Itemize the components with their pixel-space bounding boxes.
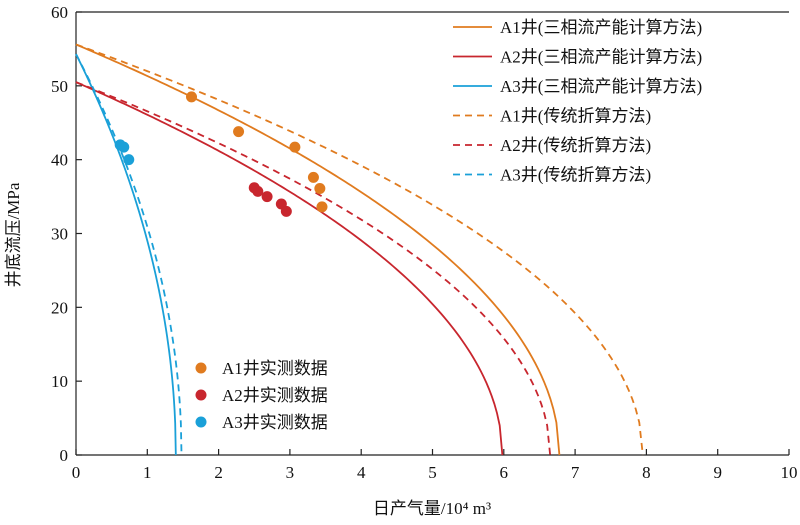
legend-label: A1井(三相流产能计算方法) [500,18,702,37]
x-tick-label: 0 [72,463,81,482]
point-a3 [123,154,135,166]
point-a1 [289,141,301,153]
y-tick-label: 50 [51,77,68,96]
curve-a1-dashed [75,43,644,456]
curve-a3-dashed [75,53,183,456]
point-a1 [314,182,326,194]
curve-a3-solid [75,53,177,456]
legend-label: A3井实测数据 [222,413,328,432]
legend-measured: A1井实测数据 A2井实测数据 A3井实测数据 [195,359,328,432]
legend-curves: A1井(三相流产能计算方法) A2井(三相流产能计算方法) A3井(三相流产能计算方… [453,18,702,185]
x-tick-label: 2 [214,463,223,482]
y-tick-label: 40 [51,151,68,170]
data-points [114,91,328,217]
point-a3 [118,141,130,153]
point-a1 [186,91,198,103]
x-tick-label: 8 [642,463,651,482]
y-tick-label: 0 [60,446,69,465]
legend-label: A3井(三相流产能计算方法) [500,77,702,96]
x-tick-label: 6 [500,463,509,482]
x-axis-label: 日产气量/10⁴ m³ [373,499,491,518]
legend-label: A1井(传统折算方法) [500,107,651,126]
point-a2 [261,191,273,203]
point-a2 [280,205,292,217]
curve-a1-solid [75,43,561,456]
y-tick-label: 20 [51,298,68,317]
point-a1 [316,201,328,213]
legend-label: A2井(三相流产能计算方法) [500,48,702,67]
curves [75,43,644,456]
point-a2 [252,185,264,197]
legend-marker [195,416,207,428]
legend-label: A2井(传统折算方法) [500,136,651,155]
legend-label: A1井实测数据 [222,359,328,378]
axes: 0 1 2 3 4 5 6 7 8 9 10 0 10 20 30 40 50 60 [51,3,798,482]
x-tick-label: 1 [143,463,152,482]
x-tick-label: 5 [428,463,437,482]
curve-a2-solid [75,81,504,456]
x-tick-label: 10 [781,463,798,482]
x-tick-label: 9 [713,463,722,482]
x-tick-label: 7 [571,463,580,482]
x-tick-label: 4 [357,463,366,482]
y-tick-label: 10 [51,372,68,391]
legend-marker [195,362,207,374]
point-a1 [307,171,319,183]
y-tick-label: 30 [51,225,68,244]
legend-marker [195,389,207,401]
y-tick-label: 60 [51,3,68,22]
x-tick-label: 3 [286,463,295,482]
point-a1 [233,126,245,138]
curve-a2-dashed [75,81,552,456]
legend-label: A3井(传统折算方法) [500,166,651,185]
legend-label: A2井实测数据 [222,386,328,405]
y-axis-label: 井底流压/MPa [4,182,23,287]
